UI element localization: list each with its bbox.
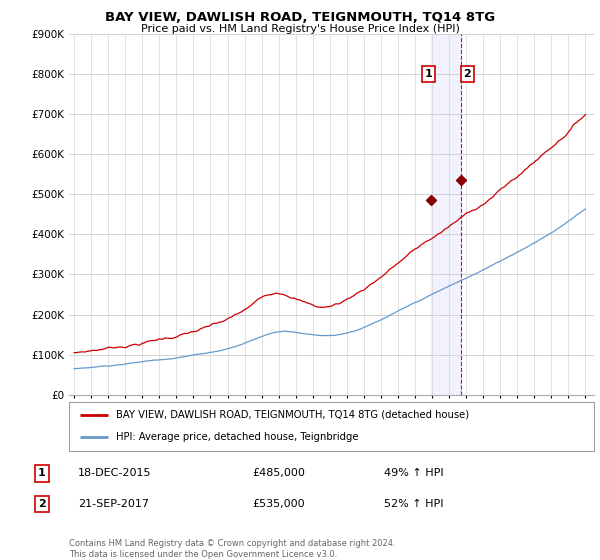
Text: 18-DEC-2015: 18-DEC-2015: [78, 468, 151, 478]
Text: 52% ↑ HPI: 52% ↑ HPI: [384, 499, 443, 509]
Text: 1: 1: [38, 468, 46, 478]
Bar: [431, 34, 461, 395]
Text: 1: 1: [425, 69, 433, 79]
Text: HPI: Average price, detached house, Teignbridge: HPI: Average price, detached house, Teig…: [116, 432, 359, 442]
Text: 2: 2: [463, 69, 471, 79]
Text: 49% ↑ HPI: 49% ↑ HPI: [384, 468, 443, 478]
Text: BAY VIEW, DAWLISH ROAD, TEIGNMOUTH, TQ14 8TG: BAY VIEW, DAWLISH ROAD, TEIGNMOUTH, TQ14…: [105, 11, 495, 24]
Text: 2: 2: [38, 499, 46, 509]
Text: £535,000: £535,000: [252, 499, 305, 509]
Text: BAY VIEW, DAWLISH ROAD, TEIGNMOUTH, TQ14 8TG (detached house): BAY VIEW, DAWLISH ROAD, TEIGNMOUTH, TQ14…: [116, 410, 469, 420]
Text: Price paid vs. HM Land Registry's House Price Index (HPI): Price paid vs. HM Land Registry's House …: [140, 24, 460, 34]
Text: 21-SEP-2017: 21-SEP-2017: [78, 499, 149, 509]
Text: £485,000: £485,000: [252, 468, 305, 478]
Text: Contains HM Land Registry data © Crown copyright and database right 2024.
This d: Contains HM Land Registry data © Crown c…: [69, 539, 395, 559]
